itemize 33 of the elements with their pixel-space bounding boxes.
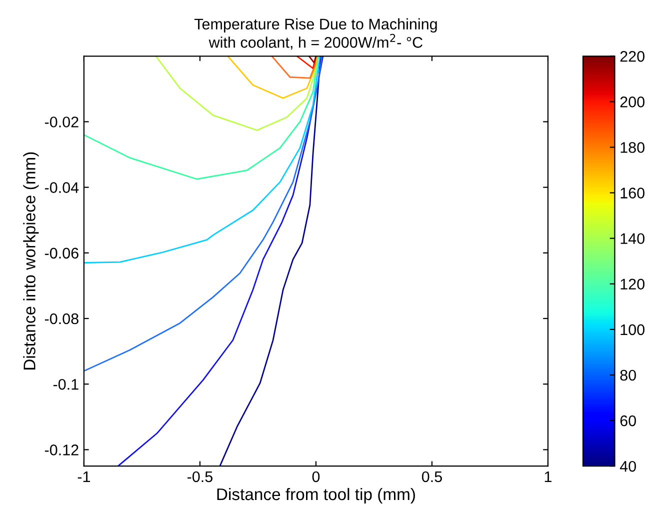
x-tick-label: 0.5 xyxy=(422,471,442,482)
color-bar-label: 160 xyxy=(620,188,644,198)
chart-subtitle: with coolant, h = 2000W/m$^{2}$- °C xyxy=(208,34,422,50)
color-bar-label: 120 xyxy=(620,278,644,290)
line-series xyxy=(227,56,318,99)
color-bar-label: 180 xyxy=(620,142,644,153)
x-tick-label: 0 xyxy=(312,471,320,482)
color-bar-label: 80 xyxy=(620,370,636,381)
y-tick-label: -0.02 xyxy=(44,116,78,128)
color-bar-label: 100 xyxy=(620,324,644,336)
y-tick-label: -0.12 xyxy=(44,444,78,456)
line-series xyxy=(219,56,322,466)
y-tick-label: -0.1 xyxy=(53,378,78,390)
y-tick-label: -0.06 xyxy=(44,248,78,259)
line-series xyxy=(84,56,319,180)
line-series xyxy=(84,56,321,264)
y-axis-title: Distance into workpiece (mm) xyxy=(23,152,39,370)
color-bar-label: 60 xyxy=(620,415,636,426)
x-axis-title: Distance from tool tip (mm) xyxy=(217,488,415,504)
line-series xyxy=(84,56,323,372)
x-tick-label: -0.5 xyxy=(187,471,212,482)
line-series xyxy=(117,56,324,466)
y-tick-label: -0.04 xyxy=(44,182,79,193)
chart-title: Temperature Rise Due to Machining xyxy=(194,18,437,33)
color-bar-label: 220 xyxy=(620,51,644,62)
color-bar-label: 140 xyxy=(620,233,644,244)
y-tick-label: -0.08 xyxy=(44,313,78,324)
x-tick-label: -1 xyxy=(78,471,90,482)
x-tick-label: 1 xyxy=(544,471,552,482)
color-bar-label: 200 xyxy=(620,96,644,108)
color-bar-label: 40 xyxy=(620,460,636,472)
line-series xyxy=(271,56,317,79)
line-series xyxy=(155,56,318,131)
